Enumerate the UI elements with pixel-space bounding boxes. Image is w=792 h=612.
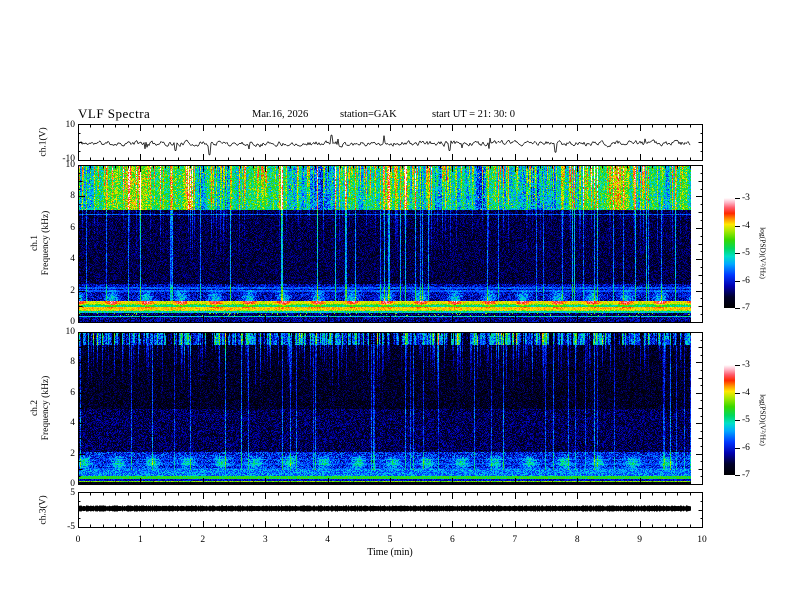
- spec1-frequency-label: Frequency (kHz): [41, 210, 51, 276]
- spec1-channel-label: ch.1: [30, 234, 40, 252]
- ch1v-y-tick-label: 10: [65, 120, 76, 130]
- ch2-spectrogram-panel: [78, 332, 703, 485]
- colorbar-tick-label: -3: [742, 193, 750, 203]
- ch3v-y-tick-label: -5: [67, 522, 75, 532]
- x-tick-label: 6: [450, 535, 455, 545]
- x-tick-label: 4: [325, 535, 330, 545]
- ch3-waveform-panel: [78, 492, 703, 528]
- x-tick-label: 10: [697, 535, 707, 545]
- cb1-tick-mark: [735, 308, 740, 309]
- cb1-tick-mark: [735, 198, 740, 199]
- cb1-tick-mark: [735, 253, 740, 254]
- colorbar-tick-label: -7: [742, 303, 750, 313]
- spec2-y-tick-label: 6: [70, 387, 75, 398]
- cb1-tick-mark: [735, 281, 740, 282]
- ch1-spectrogram-panel: [78, 165, 703, 323]
- ch3v-axis-label: ch.3(V): [38, 495, 49, 525]
- page-title: VLF Spectra: [78, 106, 151, 121]
- spec2-channel-label: ch.2: [30, 399, 40, 417]
- cb2-tick-mark: [735, 393, 740, 394]
- colorbar-tick-label: -5: [742, 415, 750, 425]
- ch1v-axis-label: ch.1(V): [38, 127, 49, 157]
- colorbar-ch2: [724, 365, 735, 475]
- spec1-y-tick-label: 4: [70, 254, 75, 265]
- colorbar2-label: log(PSD)(V²/Hz): [758, 394, 768, 446]
- x-tick-label: 7: [512, 535, 518, 545]
- colorbar-tick-label: -4: [742, 387, 750, 398]
- cb2-tick-mark: [735, 448, 740, 449]
- x-tick-label: 5: [387, 535, 393, 545]
- spec2-y-tick-label: 2: [70, 448, 75, 459]
- time-axis-label: Time (min): [367, 547, 413, 558]
- ch1v-y-tick-label: -10: [62, 154, 75, 164]
- colorbar1-label: log(PSD)(V²/Hz): [758, 227, 768, 279]
- x-tick-label: 1: [138, 535, 143, 545]
- start-ut-label: start UT = 21: 30: 0: [432, 109, 516, 120]
- x-tick-label: 0: [75, 535, 81, 545]
- colorbar-tick-label: -6: [742, 275, 750, 286]
- spec2-frequency-label: Frequency (kHz): [41, 375, 51, 441]
- spec2-y-tick-label: 8: [70, 357, 75, 368]
- spec1-y-tick-label: 6: [70, 222, 75, 233]
- colorbar-tick-label: -4: [742, 220, 750, 231]
- x-tick-label: 3: [262, 535, 268, 545]
- spec1-y-tick-label: 10: [65, 160, 76, 170]
- spec1-axis-label: ch.1 Frequency (kHz): [30, 211, 52, 276]
- date-label: Mar.16, 2026: [252, 109, 309, 120]
- cb2-tick-mark: [735, 420, 740, 421]
- spec2-axis-label: ch.2 Frequency (kHz): [30, 376, 52, 441]
- cb2-tick-mark: [735, 475, 740, 476]
- x-tick-label: 2: [200, 535, 206, 545]
- ch3v-y-tick-label: 5: [70, 488, 75, 498]
- cb2-tick-mark: [735, 365, 740, 366]
- cb1-tick-mark: [735, 226, 740, 227]
- spec1-y-tick-label: 2: [70, 285, 75, 296]
- spec2-y-tick-label: 0: [70, 479, 75, 489]
- x-tick-label: 9: [637, 535, 642, 545]
- spec1-y-tick-label: 0: [70, 317, 75, 327]
- colorbar-tick-label: -5: [742, 248, 750, 258]
- colorbar-tick-label: -6: [742, 442, 750, 453]
- colorbar-ch1: [724, 198, 735, 308]
- colorbar-tick-label: -7: [742, 470, 750, 480]
- station-label: station=GAK: [340, 109, 397, 120]
- spec2-y-tick-label: 10: [65, 327, 76, 337]
- spec2-y-tick-label: 4: [70, 418, 75, 429]
- spec1-y-tick-label: 8: [70, 191, 75, 202]
- colorbar-tick-label: -3: [742, 360, 750, 370]
- ch1-waveform-panel: [78, 124, 703, 161]
- x-tick-label: 8: [574, 535, 580, 545]
